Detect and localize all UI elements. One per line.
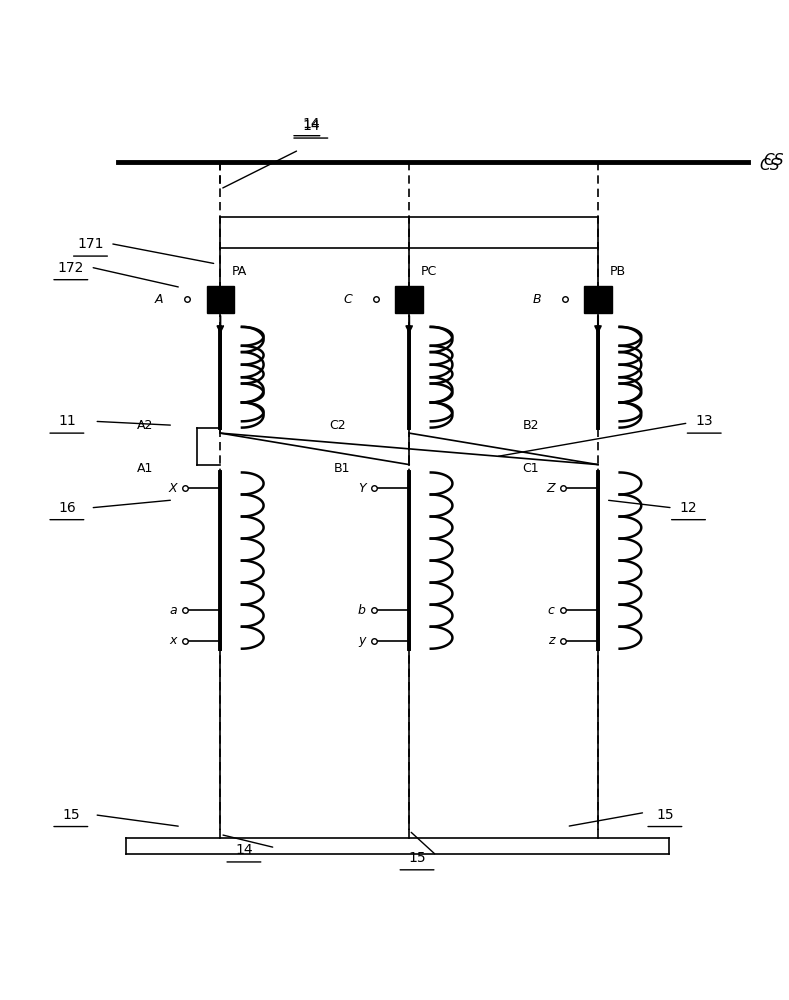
Text: 171: 171 — [77, 237, 103, 251]
Text: c: c — [548, 604, 555, 617]
Bar — [584, 286, 611, 313]
Text: 14: 14 — [302, 117, 320, 131]
Text: PC: PC — [421, 265, 437, 278]
Text: C1: C1 — [522, 462, 539, 475]
Bar — [395, 286, 423, 313]
Text: C2: C2 — [330, 419, 346, 432]
Text: A2: A2 — [137, 419, 153, 432]
Text: 12: 12 — [679, 501, 697, 515]
Text: Z: Z — [546, 482, 555, 495]
Text: B2: B2 — [522, 419, 539, 432]
Text: 11: 11 — [58, 414, 76, 428]
Text: B1: B1 — [334, 462, 350, 475]
Text: 15: 15 — [656, 808, 674, 822]
Text: C: C — [343, 293, 352, 306]
Text: 13: 13 — [695, 414, 713, 428]
Bar — [207, 286, 234, 313]
Text: X: X — [168, 482, 177, 495]
Text: 14: 14 — [235, 843, 252, 857]
Text: a: a — [170, 604, 177, 617]
Text: CS: CS — [763, 153, 783, 168]
Text: B: B — [533, 293, 541, 306]
Text: CS: CS — [759, 158, 780, 173]
Text: A: A — [155, 293, 163, 306]
Text: x: x — [170, 634, 177, 647]
Text: PB: PB — [610, 265, 626, 278]
Text: 172: 172 — [58, 261, 84, 275]
Text: Y: Y — [358, 482, 366, 495]
Text: y: y — [358, 634, 366, 647]
Text: 15: 15 — [408, 851, 426, 865]
Text: z: z — [548, 634, 555, 647]
Text: 16: 16 — [58, 501, 76, 515]
Text: PA: PA — [232, 265, 248, 278]
Text: b: b — [358, 604, 366, 617]
Text: A1: A1 — [137, 462, 153, 475]
Text: 14: 14 — [302, 119, 320, 133]
Text: 15: 15 — [62, 808, 80, 822]
